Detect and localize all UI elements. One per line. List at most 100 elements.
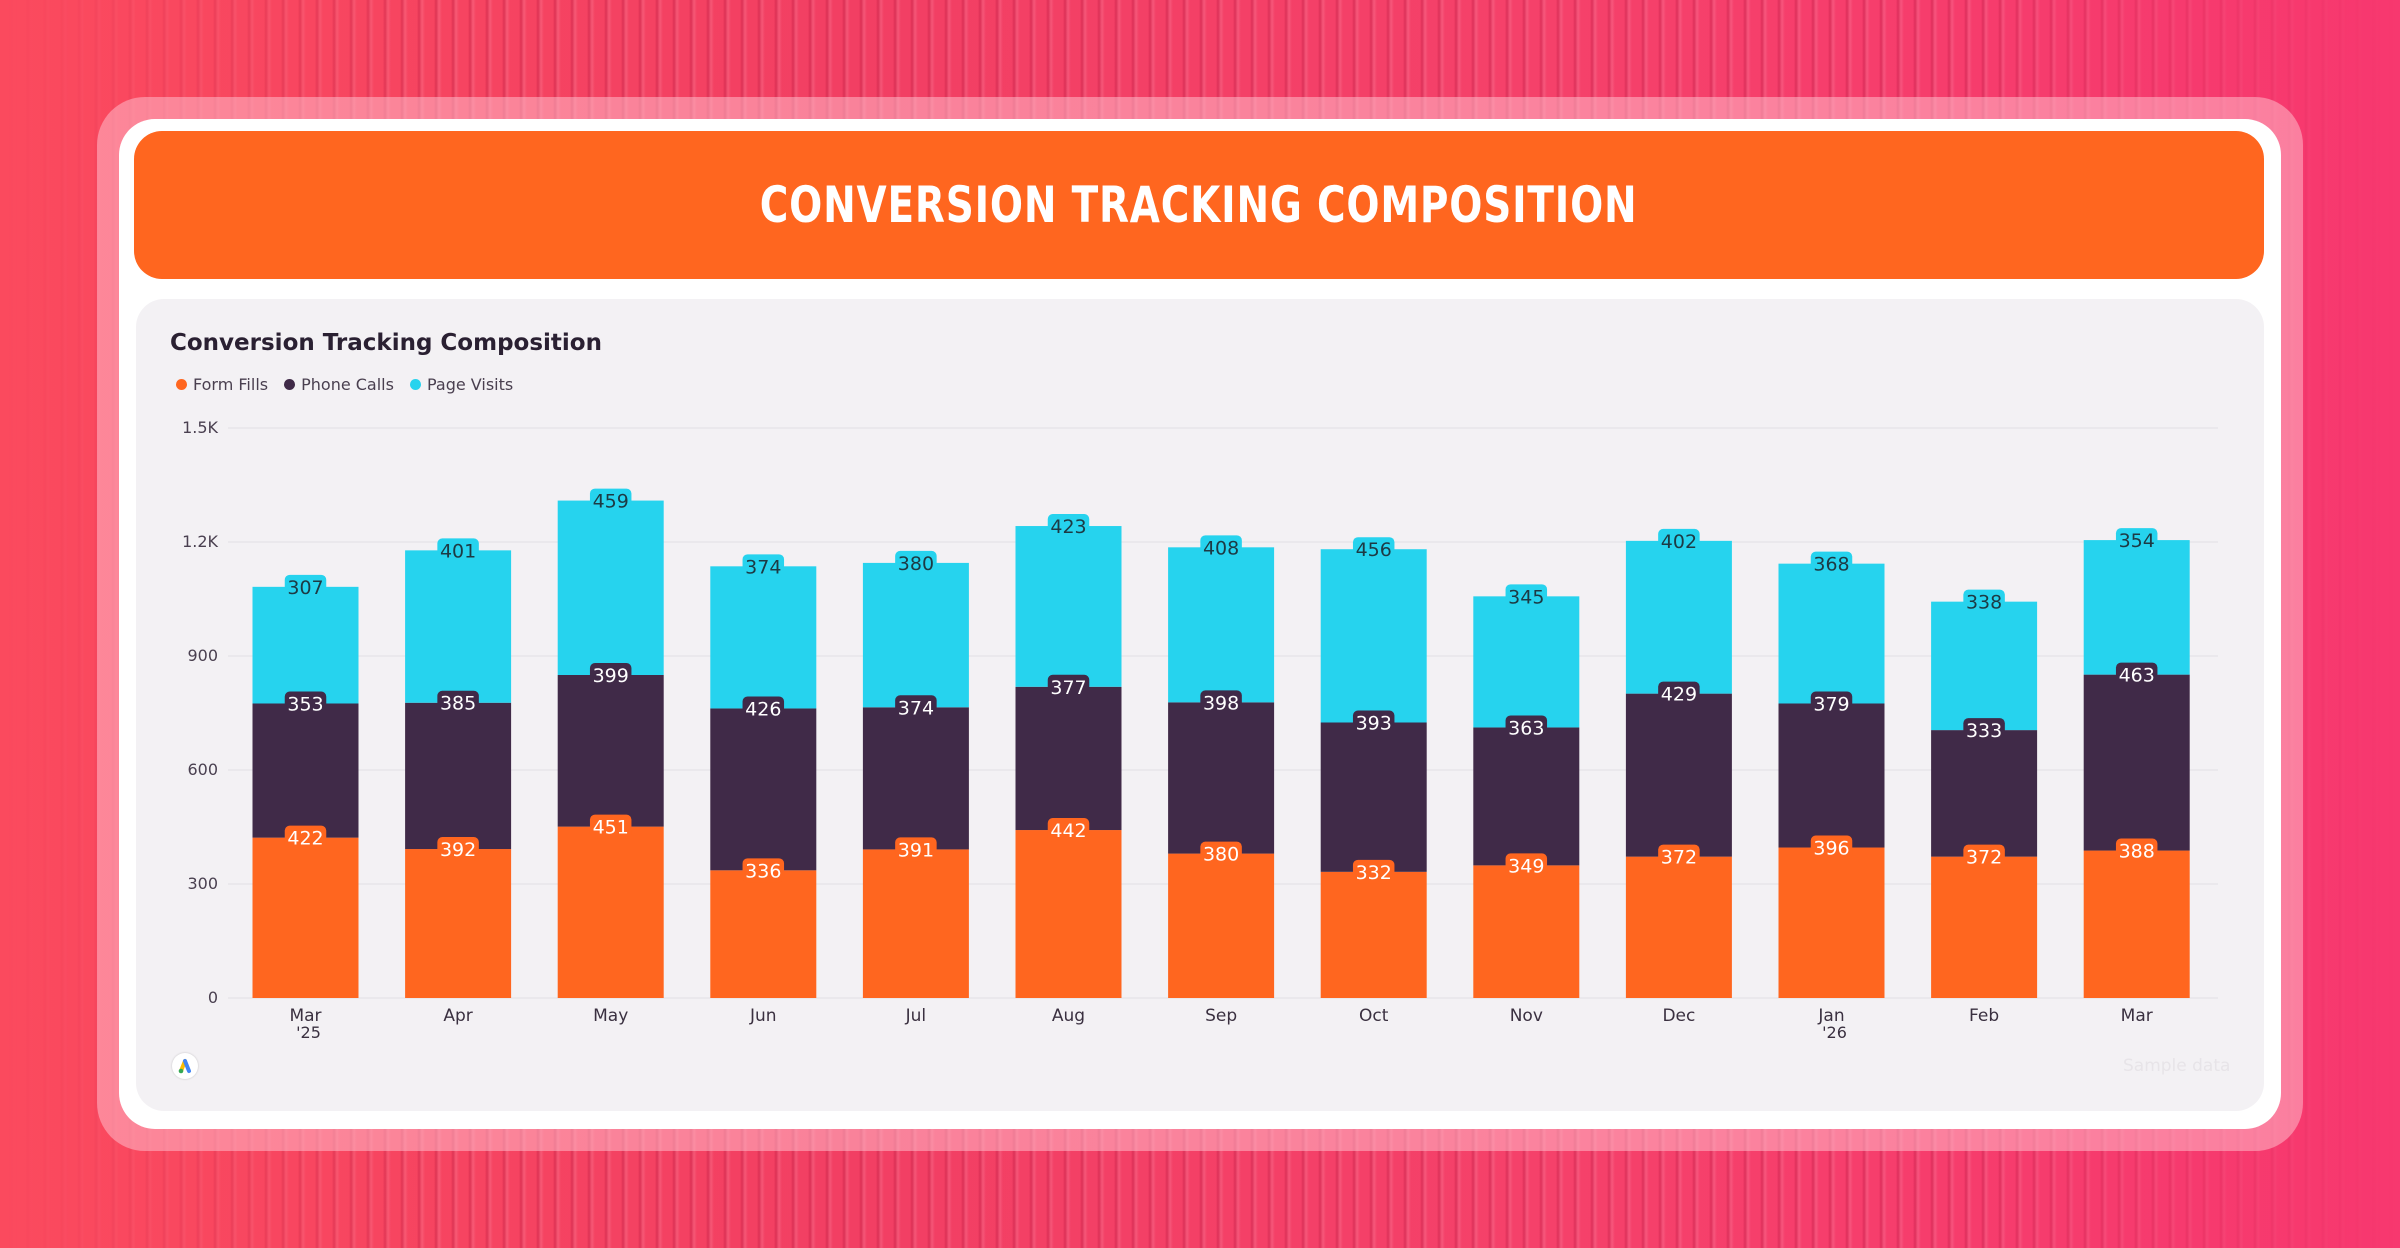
data-label: 442 (1050, 820, 1086, 842)
data-label: 332 (1356, 862, 1392, 884)
data-label-bg (742, 858, 785, 883)
data-label-bg (284, 691, 327, 716)
data-label-bg (284, 574, 327, 599)
x-tick-sublabel: '25 (296, 1023, 321, 1042)
data-label: 429 (1661, 684, 1697, 706)
banner-title: Conversion Tracking Composition (760, 176, 1638, 234)
data-label: 379 (1813, 694, 1849, 716)
bar-segment (1625, 693, 1732, 857)
data-label: 408 (1203, 537, 1239, 559)
data-label: 456 (1356, 539, 1392, 561)
google-ads-logo-icon[interactable] (172, 1053, 198, 1079)
legend-label: Page Visits (426, 375, 514, 394)
bar-segment (1015, 830, 1122, 998)
legend-item-page-visits[interactable]: Page Visits (409, 375, 514, 394)
bar-segment (1778, 563, 1885, 704)
data-label-bg (742, 696, 785, 721)
bar-segment (557, 500, 664, 675)
x-tick-label: Jan (1817, 1006, 1844, 1026)
data-label: 398 (1203, 692, 1239, 714)
bar-segment (252, 703, 359, 838)
data-label: 374 (898, 697, 934, 719)
data-label: 391 (898, 839, 934, 861)
legend-dot-icon (409, 379, 421, 390)
sample-data-note: Sample data (2123, 1056, 2231, 1076)
bar-segment (710, 708, 817, 871)
data-label: 396 (1813, 838, 1849, 860)
bar-segment (1778, 847, 1885, 998)
bar-segment (557, 675, 664, 827)
bar-segment (252, 837, 359, 998)
data-label: 459 (593, 491, 629, 513)
bar-segment (1473, 596, 1580, 728)
data-label-bg (1047, 818, 1090, 843)
x-tick-label: Nov (1510, 1006, 1543, 1026)
data-label: 392 (440, 839, 476, 861)
y-tick-label: 600 (187, 760, 218, 779)
data-label-bg (895, 550, 937, 575)
x-tick-label: Feb (1969, 1006, 1999, 1026)
data-label: 307 (287, 577, 323, 599)
bar-segment (1625, 540, 1732, 694)
legend-dot-icon (284, 379, 296, 390)
y-tick-label: 300 (187, 874, 218, 893)
bar-segment (252, 586, 359, 704)
x-tick-label: Mar (289, 1006, 321, 1026)
data-label: 380 (1203, 844, 1239, 866)
bar-segment (1168, 853, 1275, 998)
data-label: 349 (1508, 855, 1544, 877)
x-tick-label: Mar (2121, 1006, 2153, 1026)
data-label: 385 (440, 693, 476, 715)
data-label: 377 (1050, 677, 1086, 699)
bar-segment (1320, 722, 1427, 872)
data-label-bg (1658, 844, 1700, 869)
data-label: 463 (2119, 665, 2155, 687)
data-label: 372 (1966, 847, 2002, 869)
data-label: 423 (1050, 516, 1086, 538)
data-label: 401 (440, 540, 476, 562)
data-label: 345 (1508, 586, 1544, 608)
data-label: 388 (2119, 841, 2155, 863)
bar-segment (405, 702, 512, 850)
data-label-bg (1352, 537, 1395, 562)
y-tick-label: 0 (208, 988, 218, 1007)
x-tick-label: Jun (749, 1006, 777, 1026)
data-label-bg (2115, 528, 2158, 553)
data-label: 426 (745, 698, 781, 720)
legend-item-phone-calls[interactable]: Phone Calls (284, 375, 394, 394)
bar-segment (710, 870, 817, 998)
data-label-bg (895, 837, 937, 862)
data-label-bg (1810, 551, 1853, 576)
data-label: 333 (1966, 720, 2002, 742)
x-tick-label: Dec (1662, 1006, 1695, 1026)
data-label-bg (1505, 584, 1548, 609)
bar-segment (1320, 871, 1427, 998)
data-label-bg (1810, 835, 1853, 860)
bar-segment (1168, 702, 1275, 854)
data-label-bg (742, 554, 785, 579)
data-label: 402 (1661, 531, 1697, 553)
data-label-bg (1200, 690, 1242, 715)
bar-segment (710, 566, 817, 709)
data-label-bg (589, 814, 632, 839)
data-label-bg (437, 690, 479, 715)
bar-segment (1625, 856, 1732, 998)
data-label: 338 (1966, 592, 2002, 614)
bar-segment (1015, 526, 1122, 687)
data-label-bg (2115, 662, 2158, 687)
bar-segment (2083, 850, 2190, 998)
y-tick-label: 1.2K (182, 532, 218, 551)
legend-item-form-fills[interactable]: Form Fills (176, 375, 268, 394)
data-label: 380 (898, 553, 934, 575)
data-label-bg (1200, 841, 1242, 866)
x-tick-label: May (593, 1006, 628, 1026)
data-label: 354 (2119, 530, 2155, 552)
bar-segment (1931, 730, 2038, 857)
bar-segment (1473, 727, 1580, 866)
x-tick-label: Apr (443, 1006, 472, 1026)
bar-segment (862, 707, 969, 850)
y-tick-label: 900 (187, 646, 218, 665)
data-label: 422 (287, 828, 323, 850)
data-label-bg (1810, 691, 1853, 716)
